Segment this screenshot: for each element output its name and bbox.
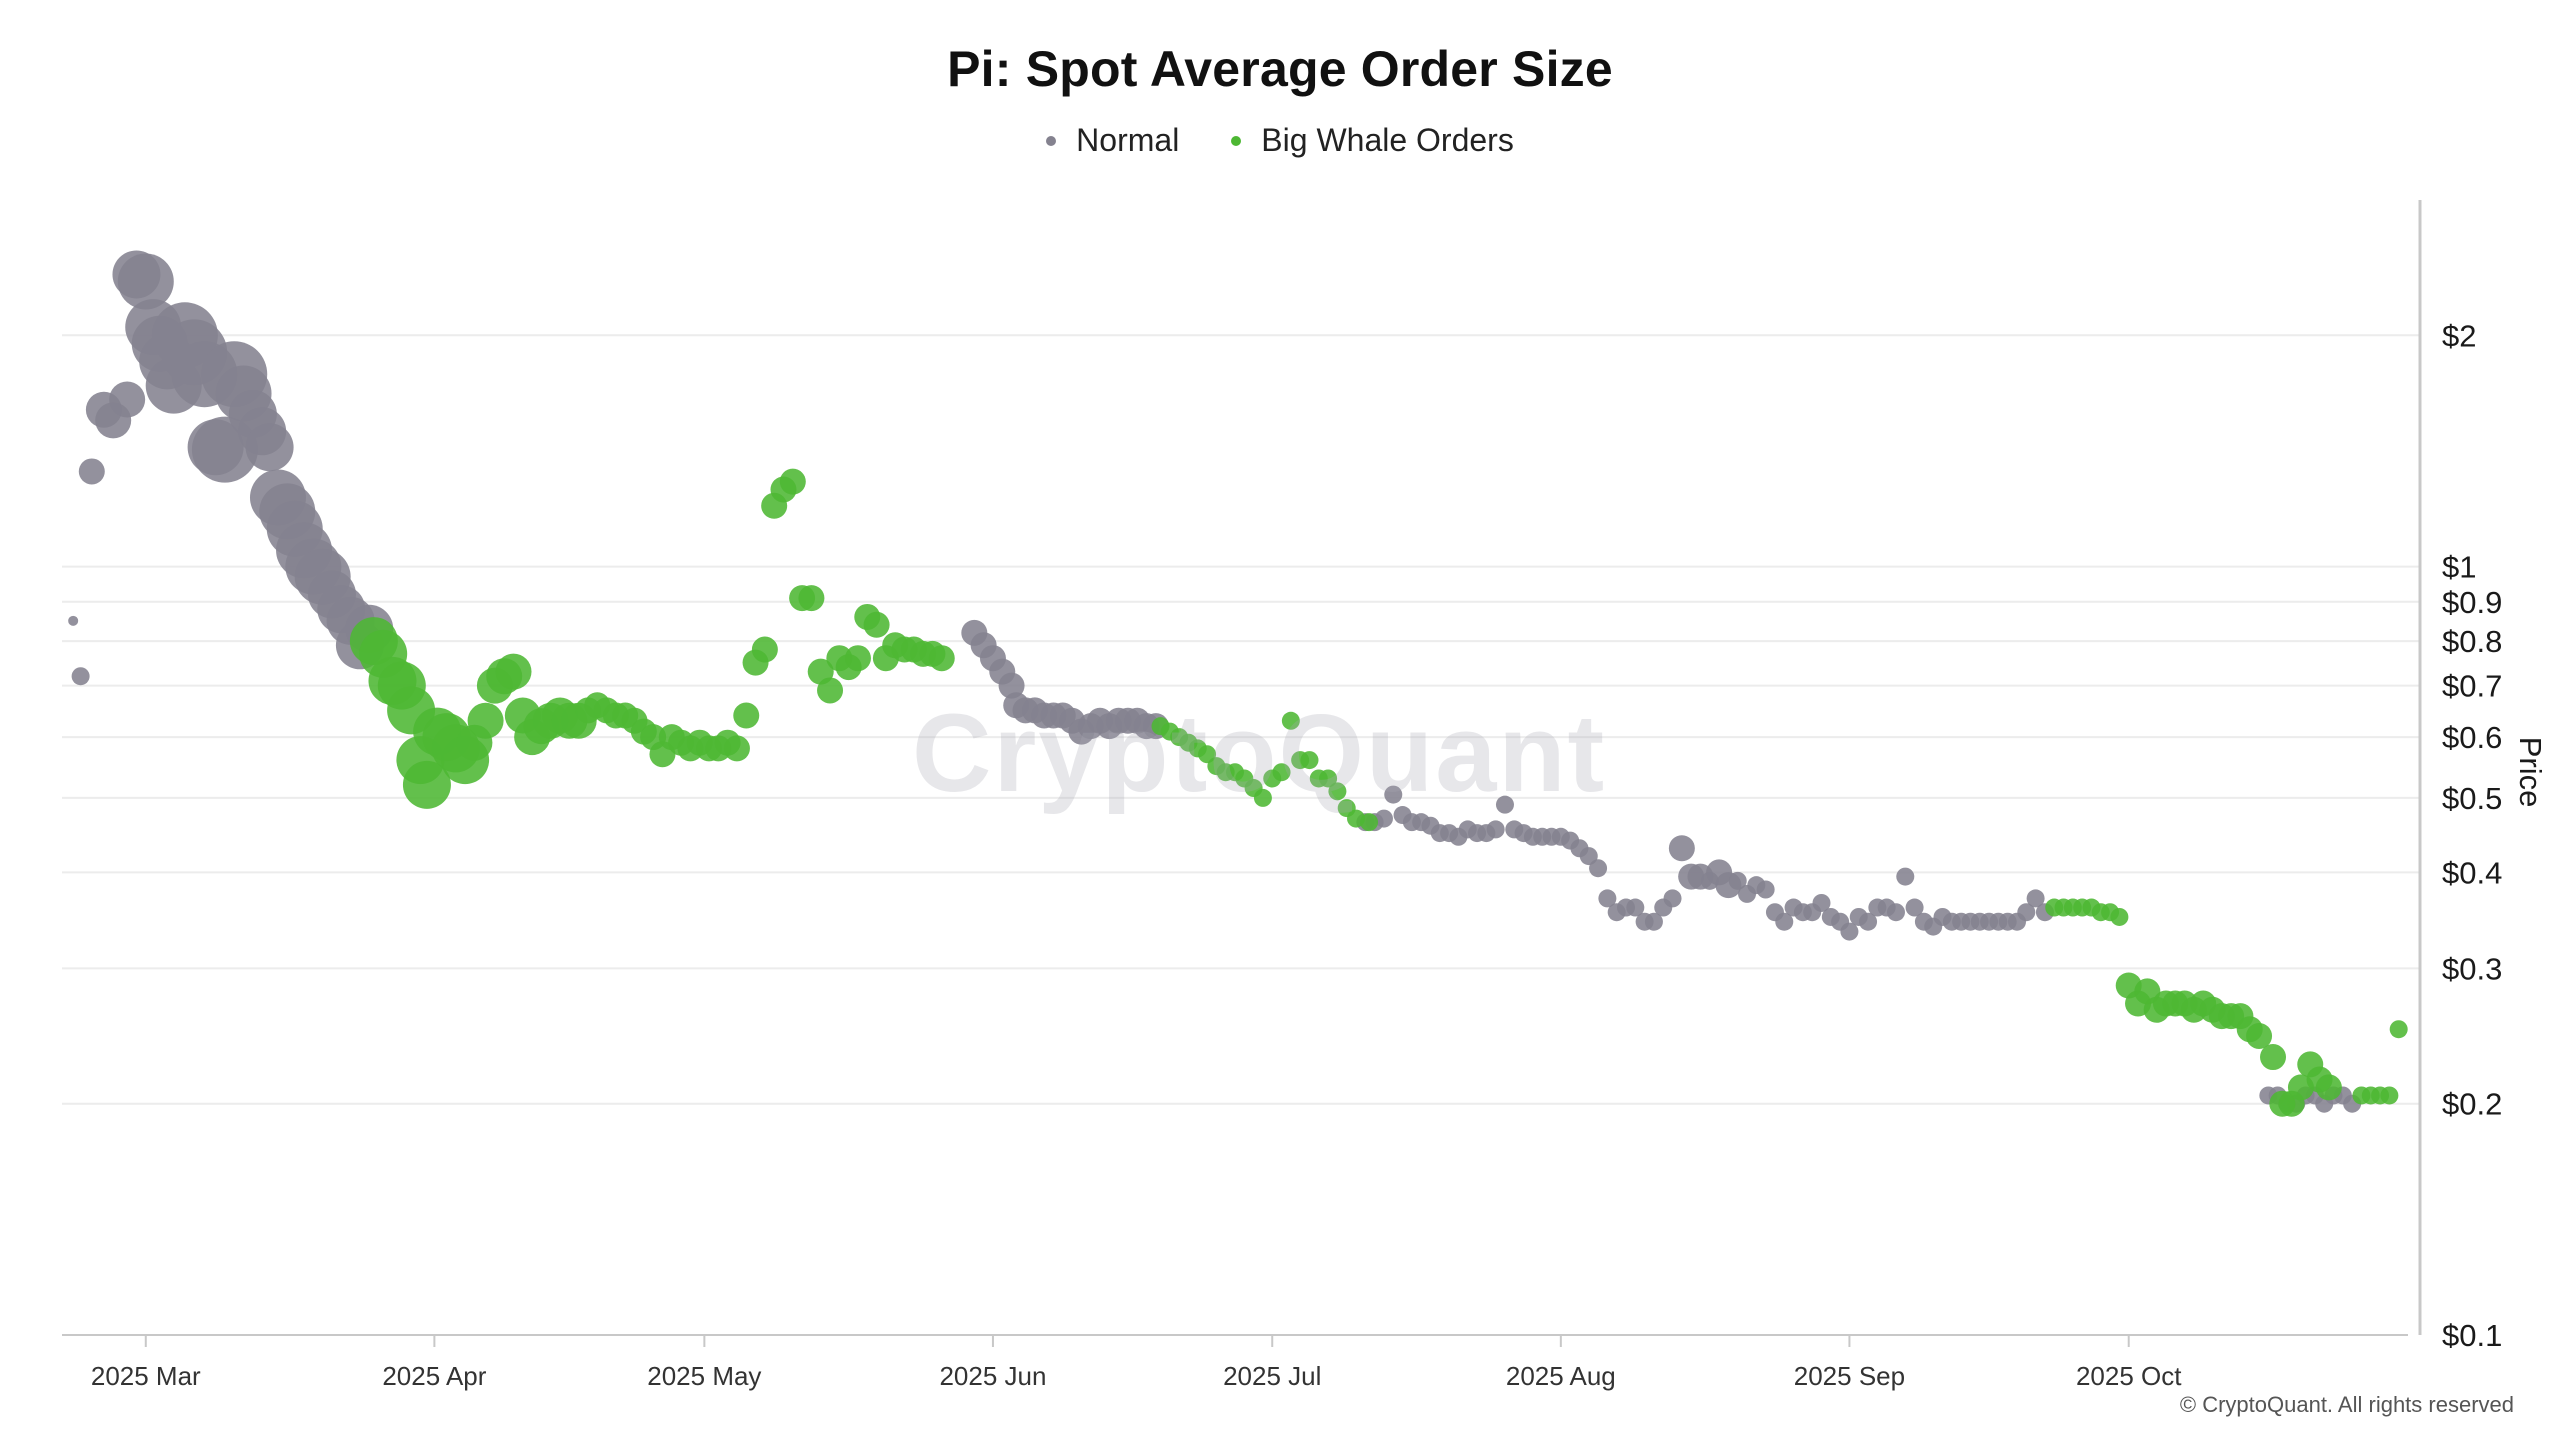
x-ticks: 2025 Mar 2025 Apr 2025 May 2025 Jun 2025 Jul… [91, 1335, 2182, 1391]
legend-marker-whale [1231, 135, 1242, 146]
whale-point [1300, 751, 1319, 770]
gridlines [62, 334, 2420, 1105]
normal-point [2017, 903, 2036, 922]
y-tick-label: $0.5 [2442, 781, 2502, 816]
normal-point [1896, 867, 1915, 886]
whale-point [402, 760, 451, 809]
whale-point [723, 735, 750, 762]
whale-point [1281, 711, 1300, 730]
whale-point [863, 611, 890, 638]
x-tick-label: 2025 Aug [1506, 1361, 1616, 1391]
normal-point [1775, 912, 1794, 931]
copyright-notice: © CryptoQuant. All rights reserved [2179, 1392, 2514, 1417]
normal-point [109, 381, 146, 418]
normal-point [1663, 889, 1682, 908]
normal-point [1374, 809, 1393, 828]
normal-point [1840, 922, 1859, 941]
y-tick-label: $0.9 [2442, 585, 2502, 620]
y-tick-label: $2 [2442, 318, 2476, 353]
normal-point [1859, 912, 1878, 931]
normal-point [1486, 820, 1505, 839]
normal-point [1756, 880, 1775, 899]
normal-point [2026, 889, 2045, 908]
y-tick-label: $0.7 [2442, 669, 2502, 704]
whale-point [2110, 907, 2129, 926]
normal-point [71, 667, 90, 686]
y-tick-label: $0.3 [2442, 951, 2502, 986]
normal-point [1589, 859, 1608, 878]
whale-point [2315, 1074, 2342, 1101]
y-tick-labels: $0.1 $0.2 $0.3 $0.4 $0.5 $0.6 $0.7 $0.8 $0.9$1 $2 [2442, 318, 2502, 1353]
normal-point [1812, 893, 1831, 912]
y-axis-title: Price [2513, 737, 2548, 808]
whale-point [751, 636, 778, 663]
normal-point [1668, 835, 1695, 862]
x-tick-label: 2025 May [647, 1361, 761, 1391]
whale-point [798, 585, 825, 612]
normal-point [1598, 889, 1617, 908]
normal-point [1728, 871, 1747, 890]
normal-point [998, 672, 1025, 699]
x-tick-label: 2025 Apr [382, 1361, 486, 1391]
x-tick-label: 2025 Mar [91, 1361, 201, 1391]
y-tick-label: $0.2 [2442, 1087, 2502, 1122]
whale-point [2380, 1086, 2399, 1105]
y-tick-label: $0.1 [2442, 1318, 2502, 1353]
y-tick-label: $0.6 [2442, 720, 2502, 755]
normal-point [1384, 785, 1403, 804]
y-tick-label: $0.4 [2442, 855, 2502, 890]
normal-point [68, 615, 79, 626]
normal-point [1626, 898, 1645, 917]
whale-point [467, 702, 504, 739]
x-tick-label: 2025 Jun [939, 1361, 1046, 1391]
normal-point [78, 458, 105, 485]
whale-point [928, 645, 955, 672]
whale-point [1253, 788, 1272, 807]
whale-point [2246, 1022, 2273, 1049]
normal-point [1886, 903, 1905, 922]
chart-title: Pi: Spot Average Order Size [947, 41, 1613, 97]
x-tick-label: 2025 Oct [2076, 1361, 2182, 1391]
normal-point [1495, 795, 1514, 814]
legend-marker-normal [1046, 135, 1057, 146]
whale-point [495, 653, 532, 690]
whale-point [2260, 1044, 2287, 1071]
y-tick-label: $1 [2442, 550, 2476, 585]
whale-point [844, 645, 871, 672]
whale-point [2389, 1020, 2408, 1039]
whale-point [779, 468, 806, 495]
whale-point [1360, 813, 1379, 832]
series-whale [349, 468, 2408, 1117]
normal-point [1905, 898, 1924, 917]
whale-point [733, 702, 760, 729]
normal-point [245, 423, 294, 472]
normal-point [1579, 847, 1598, 866]
x-tick-label: 2025 Sep [1794, 1361, 1905, 1391]
whale-point [817, 677, 844, 704]
normal-point [117, 253, 174, 310]
legend-item-whale[interactable]: Big Whale Orders [1231, 122, 1514, 159]
whale-point [1319, 769, 1338, 788]
legend-item-normal[interactable]: Normal [1046, 122, 1179, 159]
legend: Normal Big Whale Orders [0, 122, 2560, 159]
whale-point [1272, 763, 1291, 782]
whale-point [1328, 782, 1347, 801]
normal-point [1644, 912, 1663, 931]
legend-label-whale: Big Whale Orders [1261, 122, 1514, 158]
x-tick-label: 2025 Jul [1223, 1361, 1321, 1391]
y-tick-label: $0.8 [2442, 624, 2502, 659]
legend-label-normal: Normal [1076, 122, 1180, 158]
